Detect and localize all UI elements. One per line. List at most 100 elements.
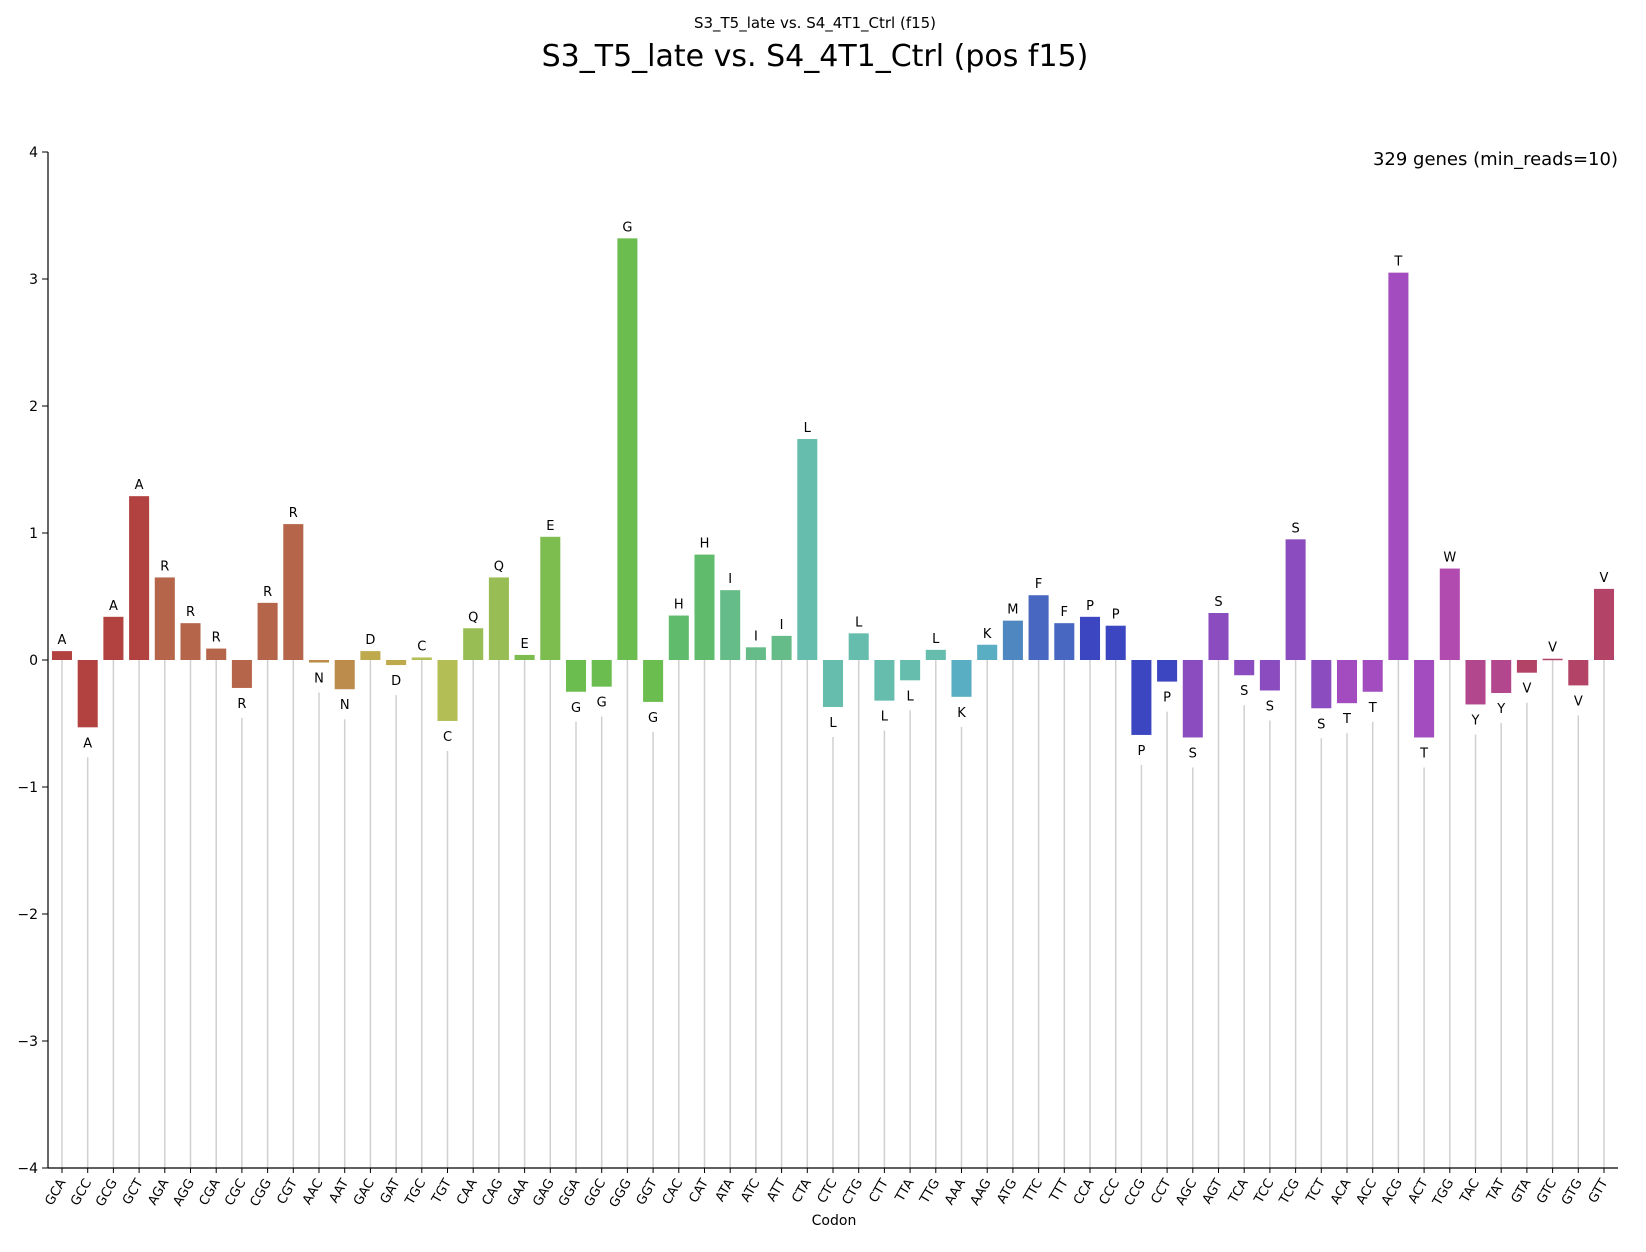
bar-GTC	[1542, 658, 1563, 661]
x-tick-label: GCG	[93, 1177, 121, 1210]
x-tick-label: GAA	[505, 1176, 532, 1208]
genes-annotation: 329 genes (min_reads=10)	[1373, 149, 1618, 170]
aa-label: R	[212, 631, 221, 646]
bar-CAC	[668, 615, 689, 660]
x-tick-label: AAG	[968, 1177, 995, 1209]
x-tick-label: CAA	[454, 1176, 481, 1207]
bar-AGC	[1182, 660, 1203, 738]
x-tick-label: AGG	[171, 1177, 198, 1209]
y-tick-label: −1	[17, 780, 38, 796]
x-tick-label: TCT	[1303, 1176, 1329, 1205]
aa-label: P	[1086, 599, 1094, 614]
aa-label: T	[1419, 746, 1428, 761]
x-tick-label: CTG	[840, 1177, 867, 1208]
x-tick-label: TGG	[1430, 1177, 1458, 1210]
aa-label: G	[571, 701, 581, 716]
x-tick-label: TGT	[429, 1176, 455, 1206]
bar-CAT	[694, 554, 715, 660]
bar-CGA	[206, 648, 227, 660]
x-tick-label: GCA	[42, 1176, 69, 1208]
y-tick-label: 0	[29, 653, 38, 669]
x-tick-label: TTG	[917, 1177, 943, 1208]
aa-label: Y	[1471, 713, 1480, 728]
x-tick-label: CTC	[815, 1177, 841, 1206]
aa-label: R	[186, 605, 195, 620]
x-tick-label: TTT	[1047, 1176, 1072, 1205]
x-tick-label: AGT	[1200, 1176, 1226, 1206]
x-tick-label: TAC	[1457, 1177, 1483, 1207]
aa-label: K	[957, 706, 966, 721]
y-tick-label: 4	[29, 145, 38, 161]
aa-label: H	[700, 537, 710, 552]
x-tick-label: CAC	[660, 1177, 686, 1208]
x-tick-label: ACC	[1354, 1177, 1380, 1208]
x-tick-label: AAC	[300, 1177, 326, 1208]
x-tick-label: CTT	[867, 1176, 892, 1205]
bar-GTT	[1593, 588, 1615, 660]
x-tick-label: CCC	[1097, 1177, 1124, 1208]
x-tick-label: GCT	[120, 1176, 147, 1207]
aa-label: I	[728, 572, 732, 587]
aa-label: K	[983, 627, 992, 642]
bar-TCG	[1285, 539, 1306, 660]
aa-label: E	[520, 637, 528, 652]
chart-title: S3_T5_late vs. S4_4T1_Ctrl (pos f15)	[542, 39, 1089, 74]
x-tick-label: CCA	[1071, 1176, 1098, 1207]
bar-GCT	[129, 496, 150, 660]
bar-CTG	[848, 633, 869, 660]
x-tick-label: GGC	[582, 1177, 610, 1210]
bar-AAT	[334, 660, 355, 690]
x-tick-label: GAC	[351, 1177, 378, 1209]
aa-label: H	[674, 598, 684, 613]
aa-label: S	[1214, 595, 1222, 610]
aa-label: I	[780, 618, 784, 633]
aa-label: F	[1035, 577, 1042, 592]
bar-GAC	[360, 651, 381, 660]
bar-TGT	[437, 660, 458, 721]
x-tick-label: AAT	[327, 1176, 353, 1205]
aa-label: T	[1393, 255, 1402, 270]
aa-label: R	[160, 559, 169, 574]
bar-TAT	[1491, 660, 1512, 694]
bar-TCA	[1234, 660, 1255, 676]
aa-label: E	[546, 519, 554, 534]
aa-label: N	[314, 672, 324, 687]
y-tick-label: −3	[17, 1034, 38, 1050]
bar-CGG	[257, 602, 278, 660]
aa-label: C	[417, 639, 426, 654]
x-tick-label: ACT	[1406, 1176, 1432, 1206]
x-tick-label: TCC	[1251, 1177, 1277, 1207]
y-tick-label: 1	[29, 526, 38, 542]
aa-label: Q	[468, 610, 478, 625]
x-tick-label: CTA	[789, 1176, 814, 1205]
bar-TGG	[1439, 568, 1460, 660]
x-tick-label: GTC	[1534, 1177, 1560, 1207]
x-tick-label: GGG	[607, 1177, 635, 1211]
bar-GCA	[51, 651, 73, 660]
aa-label: L	[804, 421, 812, 436]
aa-label: Y	[1496, 702, 1505, 717]
x-tick-label: GTG	[1559, 1177, 1586, 1208]
aa-label: L	[932, 632, 940, 647]
bars-group	[51, 238, 1615, 738]
bar-AGA	[154, 577, 175, 660]
aa-label: T	[1342, 712, 1351, 727]
aa-label: G	[597, 696, 607, 711]
x-tick-label: TTC	[1021, 1177, 1046, 1206]
aa-label: S	[1240, 684, 1248, 699]
aa-label: L	[881, 710, 889, 725]
bar-ATT	[771, 635, 792, 660]
bar-TGC	[411, 657, 432, 660]
aa-label: R	[289, 506, 298, 521]
x-tick-label: GAT	[378, 1176, 404, 1206]
aa-label: P	[1112, 608, 1120, 623]
bar-ATC	[745, 647, 766, 660]
x-tick-label: ATC	[738, 1177, 763, 1205]
bar-TCC	[1259, 660, 1280, 691]
bar-ACA	[1336, 660, 1358, 704]
aa-label: V	[1574, 694, 1583, 709]
bar-AGT	[1208, 613, 1229, 660]
